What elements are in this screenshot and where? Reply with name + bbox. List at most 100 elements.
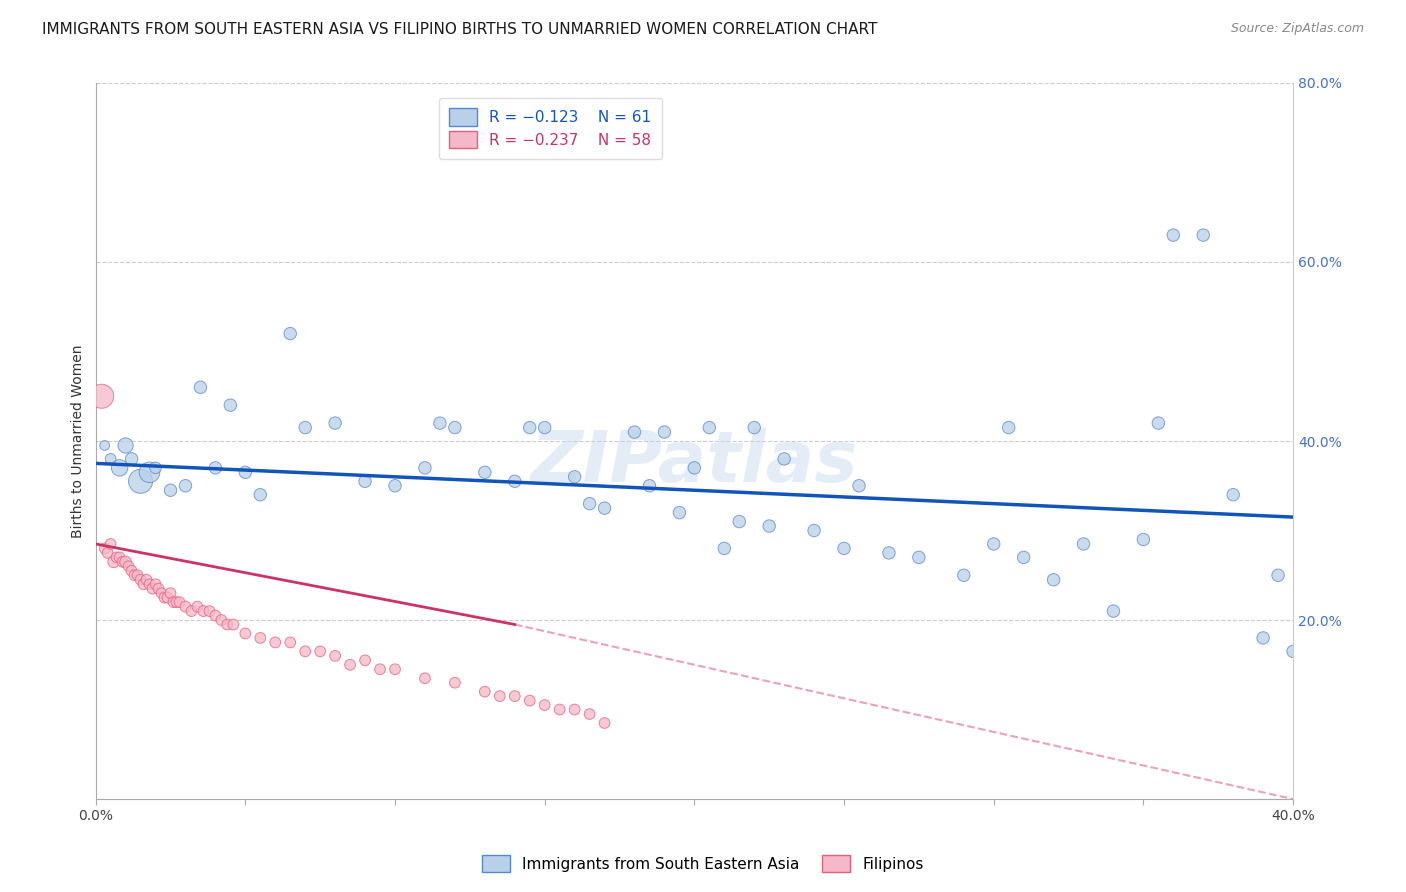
Point bbox=[654, 425, 676, 439]
Point bbox=[1147, 416, 1170, 430]
Y-axis label: Births to Unmarried Women: Births to Unmarried Women bbox=[72, 344, 86, 538]
Point bbox=[354, 653, 377, 667]
Point bbox=[204, 608, 226, 623]
Point bbox=[108, 550, 131, 565]
Point bbox=[138, 466, 160, 480]
Point bbox=[952, 568, 974, 582]
Point bbox=[186, 599, 208, 614]
Point bbox=[713, 541, 735, 556]
Point bbox=[148, 582, 170, 596]
Point bbox=[233, 626, 256, 640]
Text: IMMIGRANTS FROM SOUTH EASTERN ASIA VS FILIPINO BIRTHS TO UNMARRIED WOMEN CORRELA: IMMIGRANTS FROM SOUTH EASTERN ASIA VS FI… bbox=[42, 22, 877, 37]
Point bbox=[132, 577, 155, 591]
Point bbox=[309, 644, 332, 658]
Point bbox=[728, 515, 751, 529]
Point bbox=[683, 461, 706, 475]
Point bbox=[100, 451, 122, 466]
Point bbox=[249, 488, 271, 502]
Point bbox=[169, 595, 191, 609]
Point bbox=[111, 555, 134, 569]
Point bbox=[105, 550, 128, 565]
Point bbox=[803, 524, 825, 538]
Point bbox=[983, 537, 1005, 551]
Point bbox=[593, 501, 616, 516]
Point bbox=[209, 613, 232, 627]
Point bbox=[150, 586, 173, 600]
Point bbox=[354, 475, 377, 489]
Point bbox=[564, 470, 586, 484]
Point bbox=[174, 479, 197, 493]
Point bbox=[413, 461, 436, 475]
Point bbox=[368, 662, 391, 676]
Point bbox=[233, 466, 256, 480]
Point bbox=[193, 604, 215, 618]
Point bbox=[1102, 604, 1125, 618]
Point bbox=[593, 716, 616, 731]
Point bbox=[474, 684, 496, 698]
Legend: R = −0.123    N = 61, R = −0.237    N = 58: R = −0.123 N = 61, R = −0.237 N = 58 bbox=[439, 98, 662, 159]
Point bbox=[697, 420, 720, 434]
Point bbox=[848, 479, 870, 493]
Text: Source: ZipAtlas.com: Source: ZipAtlas.com bbox=[1230, 22, 1364, 36]
Point bbox=[488, 689, 510, 703]
Point bbox=[180, 604, 202, 618]
Point bbox=[145, 577, 167, 591]
Point bbox=[533, 420, 555, 434]
Point bbox=[156, 591, 179, 605]
Point bbox=[127, 568, 149, 582]
Point bbox=[153, 591, 176, 605]
Point bbox=[444, 675, 467, 690]
Point bbox=[638, 479, 661, 493]
Point bbox=[138, 577, 160, 591]
Point bbox=[1251, 631, 1274, 645]
Point bbox=[474, 466, 496, 480]
Point bbox=[323, 648, 346, 663]
Point bbox=[323, 416, 346, 430]
Point bbox=[166, 595, 188, 609]
Point bbox=[742, 420, 765, 434]
Point bbox=[219, 398, 242, 412]
Point bbox=[1073, 537, 1095, 551]
Point bbox=[384, 662, 406, 676]
Point bbox=[908, 550, 931, 565]
Point bbox=[114, 555, 136, 569]
Point bbox=[832, 541, 855, 556]
Point bbox=[135, 573, 157, 587]
Point bbox=[773, 451, 796, 466]
Point bbox=[548, 702, 571, 716]
Point bbox=[159, 483, 181, 498]
Point bbox=[249, 631, 271, 645]
Point bbox=[129, 573, 152, 587]
Point bbox=[294, 644, 316, 658]
Point bbox=[97, 546, 120, 560]
Point bbox=[877, 546, 900, 560]
Point bbox=[121, 564, 143, 578]
Point bbox=[1163, 228, 1185, 243]
Point bbox=[519, 693, 541, 707]
Point bbox=[174, 599, 197, 614]
Point bbox=[278, 326, 301, 341]
Point bbox=[93, 541, 115, 556]
Point bbox=[103, 555, 125, 569]
Point bbox=[141, 582, 163, 596]
Point bbox=[429, 416, 451, 430]
Point bbox=[413, 671, 436, 685]
Point bbox=[124, 568, 146, 582]
Point bbox=[222, 617, 245, 632]
Point bbox=[278, 635, 301, 649]
Point bbox=[198, 604, 221, 618]
Point bbox=[1282, 644, 1305, 658]
Point bbox=[444, 420, 467, 434]
Point bbox=[217, 617, 239, 632]
Point bbox=[294, 420, 316, 434]
Point bbox=[623, 425, 645, 439]
Point bbox=[1192, 228, 1215, 243]
Point bbox=[145, 461, 167, 475]
Point bbox=[121, 451, 143, 466]
Point bbox=[1132, 533, 1154, 547]
Point bbox=[100, 537, 122, 551]
Point bbox=[162, 595, 184, 609]
Point bbox=[90, 389, 112, 403]
Point bbox=[117, 559, 139, 574]
Point bbox=[758, 519, 780, 533]
